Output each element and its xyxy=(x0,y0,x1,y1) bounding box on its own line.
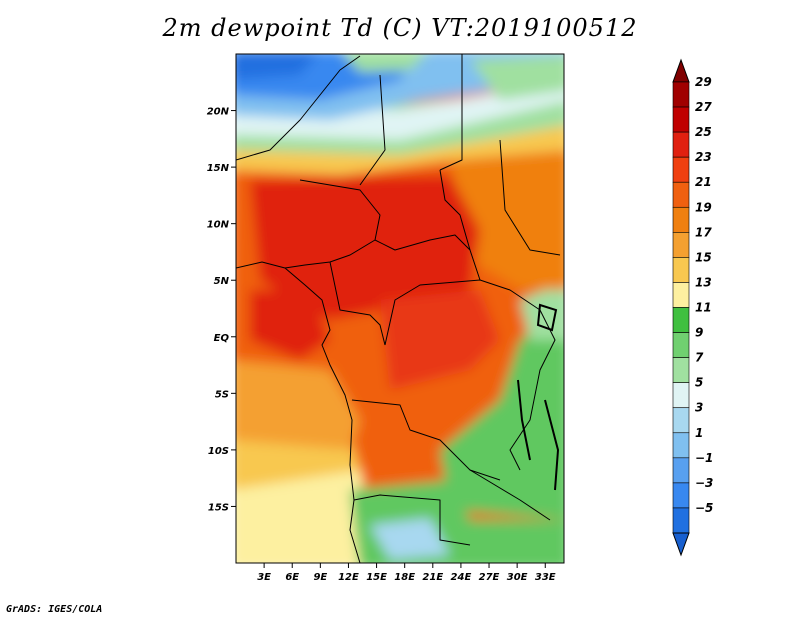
colorbar-label: 1 xyxy=(695,426,703,440)
dewpoint-field-central-red xyxy=(250,175,480,320)
lon-tick-label: 24E xyxy=(451,572,472,583)
dewpoint-field-gulf-red xyxy=(250,290,330,360)
colorbar-label: 29 xyxy=(695,75,712,89)
colorbar-label: 13 xyxy=(695,275,712,289)
colorbar-swatch xyxy=(672,206,690,233)
colorbar-swatch xyxy=(672,432,690,459)
dewpoint-field-south-cream xyxy=(236,470,379,563)
colorbar-top-arrow xyxy=(672,58,690,83)
angola-drc-border xyxy=(351,399,501,481)
colorbar-swatch xyxy=(672,332,690,358)
great-lakes-border xyxy=(509,309,556,471)
colorbar-label: 19 xyxy=(695,200,712,214)
colorbar-swatch xyxy=(672,181,690,208)
dewpoint-field-south-lightblue xyxy=(370,518,450,560)
lat-tick-label: 20N xyxy=(207,107,230,118)
lon-tick-label: 21E xyxy=(422,572,443,583)
colorbar-label: 3 xyxy=(695,401,703,415)
zambia-border xyxy=(469,469,551,521)
colorbar-swatch xyxy=(672,407,690,434)
chad-sudan-border xyxy=(439,54,463,171)
dewpoint-field-east-orange xyxy=(450,131,564,290)
lon-tick-label: 15E xyxy=(366,572,387,583)
colorbar-label: −1 xyxy=(695,451,713,465)
colorbar-swatch xyxy=(672,282,690,308)
lon-tick-label: 6E xyxy=(285,572,299,583)
colorbar-label: 11 xyxy=(695,301,712,315)
colorbar-label: 17 xyxy=(695,225,712,239)
colorbar-label: 25 xyxy=(695,125,712,139)
colorbar-bottom-arrow xyxy=(672,532,690,557)
dewpoint-field-sahara-pale xyxy=(236,81,564,140)
colorbar-swatch xyxy=(672,482,690,509)
lat-tick-label: 5N xyxy=(214,276,230,287)
colorbar: 29 27 25 23 21 19 17 15 13 11 9 7 5 3 1 −1 −3 −5 xyxy=(672,58,713,557)
lake-victoria xyxy=(536,303,558,332)
colorbar-label: 7 xyxy=(695,351,704,365)
colorbar-label: 21 xyxy=(695,175,712,189)
lon-tick-label: 33E xyxy=(535,572,556,583)
nigeria-border xyxy=(284,179,381,269)
atlantic-coastline xyxy=(236,261,361,563)
colorbar-label: 15 xyxy=(695,250,712,264)
dewpoint-field-northeast-green xyxy=(470,55,564,100)
colorbar-swatch xyxy=(672,457,690,484)
colorbar-label: 5 xyxy=(695,376,703,390)
sudan-south-border xyxy=(499,139,561,256)
lon-tick-label: 12E xyxy=(338,572,359,583)
lon-tick-label: 30E xyxy=(507,572,528,583)
colorbar-swatch xyxy=(672,382,690,409)
colorbar-swatch xyxy=(672,307,690,333)
colorbar-swatch xyxy=(672,81,690,108)
lon-tick-label: 9E xyxy=(313,572,327,583)
lon-tick-label: 27E xyxy=(479,572,500,583)
colorbar-swatch xyxy=(672,232,690,258)
lake-malawi xyxy=(544,399,560,491)
cameroon-border xyxy=(329,261,386,346)
colorbar-swatch xyxy=(672,131,690,158)
dewpoint-field-north-darkblue xyxy=(236,54,317,80)
congo-north-border xyxy=(384,279,541,346)
colorbar-label: −5 xyxy=(695,501,713,515)
lon-tick-label: 3E xyxy=(257,572,271,583)
map-area xyxy=(236,54,564,563)
colorbar-swatch xyxy=(672,257,690,283)
niger-libya-border xyxy=(359,74,386,186)
lat-tick-label: 10S xyxy=(208,446,229,457)
colorbar-label: 9 xyxy=(695,326,703,340)
dewpoint-field-north-green-patch xyxy=(343,54,426,72)
lake-tanganyika xyxy=(517,379,531,461)
car-border xyxy=(374,234,481,281)
colorbar-label: −3 xyxy=(695,476,713,490)
lon-tick-label: 18E xyxy=(394,572,415,583)
angola-south-border xyxy=(353,494,471,546)
grads-credit: GrADS: IGES/COLA xyxy=(6,604,103,615)
colorbar-swatch xyxy=(672,507,690,534)
lat-tick-label: 5S xyxy=(215,389,229,400)
lat-tick-label: 10N xyxy=(207,220,230,231)
dewpoint-field-congo-red xyxy=(380,290,500,390)
map-frame xyxy=(235,53,565,564)
map-ticks: 20N 15N 10N 5N EQ 5S 10S 15S 3E 6E 9E 12E 15E 18E 21E 2… xyxy=(207,107,556,583)
dewpoint-field-southwest-orange xyxy=(236,360,360,450)
lat-tick-label: 15S xyxy=(208,502,229,513)
country-borders xyxy=(236,54,561,563)
dewpoint-field-east-green xyxy=(440,304,564,520)
colorbar-swatch xyxy=(672,357,690,383)
colorbar-swatch xyxy=(672,106,690,133)
mali-algeria-border xyxy=(236,55,361,161)
colorbar-swatch xyxy=(672,156,690,183)
lat-tick-label: EQ xyxy=(214,333,230,344)
lakes xyxy=(517,303,560,491)
colorbar-label: 23 xyxy=(695,150,712,164)
colorbar-label: 27 xyxy=(695,100,712,114)
map-title: 2m dewpoint Td (C) VT:2019100512 xyxy=(162,14,638,42)
chad-car-border xyxy=(439,169,471,251)
lat-tick-label: 15N xyxy=(207,163,230,174)
